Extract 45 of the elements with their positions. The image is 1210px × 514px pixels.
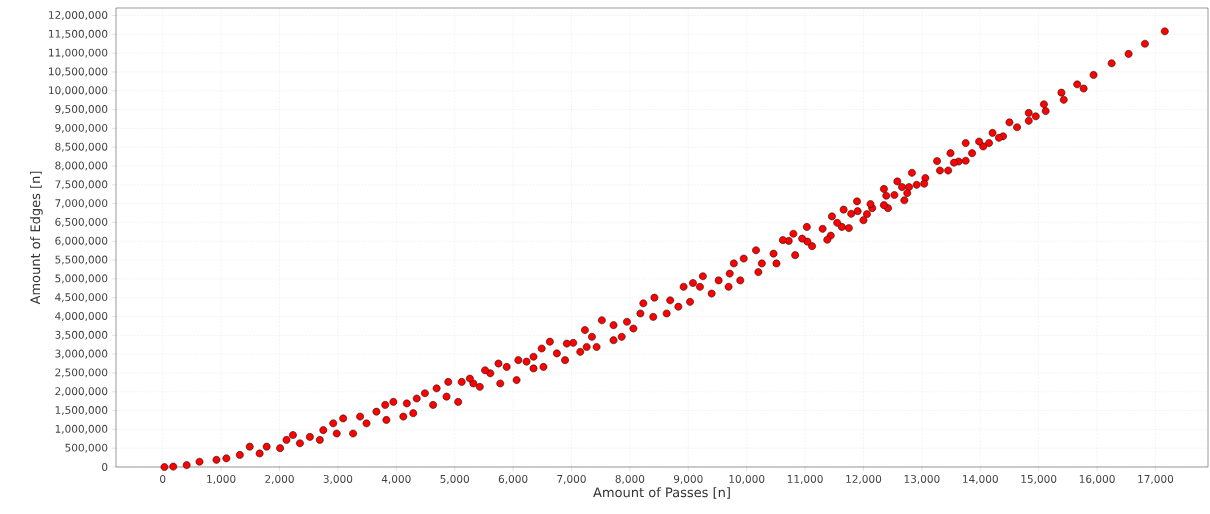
y-tick-label: 7,500,000 — [55, 180, 108, 190]
x-tick-label: 13,000 — [904, 474, 940, 484]
y-tick-label: 11,000,000 — [49, 48, 108, 58]
x-tick-label: 11,000 — [787, 474, 823, 484]
y-tick-label: 2,500,000 — [55, 368, 108, 378]
y-tick-label: 10,000,000 — [49, 86, 108, 96]
y-axis-title: Amount of Edges [n] — [30, 171, 43, 305]
y-tick-label: 5,500,000 — [55, 255, 108, 265]
x-tick-label: 8,000 — [615, 474, 645, 484]
y-tick-label: 4,000,000 — [55, 312, 108, 322]
y-tick-label: 0 — [102, 463, 108, 471]
y-tick-label: 10,500,000 — [49, 67, 108, 77]
y-tick-label: 3,000,000 — [55, 349, 108, 359]
y-tick-label: 2,000,000 — [55, 387, 108, 397]
x-tick-label: 4,000 — [381, 474, 411, 484]
y-tick-label: 500,000 — [65, 443, 108, 453]
y-tick-label: 4,500,000 — [55, 293, 108, 303]
x-tick-label: 2,000 — [265, 474, 294, 484]
x-tick-label: 6,000 — [498, 474, 528, 484]
y-tick-label: 12,000,000 — [49, 11, 108, 21]
y-tick-label: 3,500,000 — [55, 330, 108, 340]
y-tick-label: 6,000,000 — [55, 236, 108, 246]
y-tick-label: 6,500,000 — [55, 217, 108, 227]
x-tick-label: 3,000 — [323, 474, 353, 484]
x-tick-label: 5,000 — [440, 474, 470, 484]
x-tick-label: 10,000 — [729, 474, 765, 484]
x-tick-label: 1,000 — [207, 474, 236, 484]
x-tick-label: 9,000 — [673, 474, 703, 484]
x-tick-label: 17,000 — [1138, 474, 1174, 484]
y-tick-label: 5,000,000 — [55, 274, 108, 284]
y-tick-label: 9,500,000 — [55, 105, 108, 115]
y-tick-label: 9,000,000 — [55, 123, 108, 133]
x-tick-label: 12,000 — [846, 474, 882, 484]
x-tick-label: 7,000 — [557, 474, 586, 484]
x-tick-label: 14,000 — [963, 474, 998, 484]
x-tick-label: 15,000 — [1021, 474, 1057, 484]
x-tick-label: 0 — [160, 474, 166, 483]
x-axis-title: Amount of Passes [n] — [593, 487, 730, 499]
y-tick-label: 8,000,000 — [55, 161, 108, 171]
y-tick-label: 11,500,000 — [49, 29, 108, 39]
x-tick-label: 16,000 — [1079, 474, 1115, 484]
y-tick-label: 8,500,000 — [55, 142, 108, 152]
y-tick-label: 1,000,000 — [55, 424, 108, 434]
y-tick-label: 1,500,000 — [55, 406, 108, 416]
y-tick-label: 7,000,000 — [55, 199, 108, 209]
